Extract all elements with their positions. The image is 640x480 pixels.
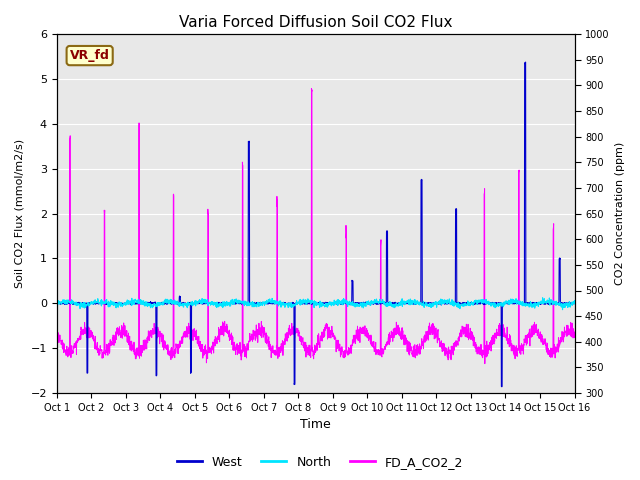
North xyxy=(525,301,532,307)
Text: VR_fd: VR_fd xyxy=(70,49,109,62)
North xyxy=(330,297,338,303)
Line: West: West xyxy=(57,62,575,387)
Line: North: North xyxy=(57,298,575,310)
West xyxy=(522,59,529,65)
FD_A_CO2_2 xyxy=(197,342,205,348)
North xyxy=(571,298,579,303)
North xyxy=(197,299,205,304)
Legend: West, North, FD_A_CO2_2: West, North, FD_A_CO2_2 xyxy=(172,451,468,474)
FD_A_CO2_2 xyxy=(466,336,474,341)
North xyxy=(342,299,349,305)
West xyxy=(197,300,205,306)
Y-axis label: Soil CO2 Flux (mmol/m2/s): Soil CO2 Flux (mmol/m2/s) xyxy=(15,139,25,288)
Y-axis label: CO2 Concentration (ppm): CO2 Concentration (ppm) xyxy=(615,142,625,285)
FD_A_CO2_2 xyxy=(540,340,547,346)
West xyxy=(571,300,579,306)
Title: Varia Forced Diffusion Soil CO2 Flux: Varia Forced Diffusion Soil CO2 Flux xyxy=(179,15,452,30)
North xyxy=(466,300,474,306)
West xyxy=(342,301,349,307)
West xyxy=(525,300,533,305)
FD_A_CO2_2 xyxy=(571,334,579,339)
North xyxy=(53,300,61,306)
North xyxy=(539,295,547,300)
X-axis label: Time: Time xyxy=(300,419,331,432)
Line: FD_A_CO2_2: FD_A_CO2_2 xyxy=(57,88,575,364)
FD_A_CO2_2 xyxy=(525,330,533,336)
West xyxy=(330,300,338,306)
FD_A_CO2_2 xyxy=(53,327,61,333)
North xyxy=(540,299,547,304)
FD_A_CO2_2 xyxy=(308,85,316,91)
West xyxy=(466,301,474,307)
North xyxy=(559,307,566,312)
FD_A_CO2_2 xyxy=(342,346,349,352)
FD_A_CO2_2 xyxy=(481,361,489,367)
West xyxy=(498,384,506,390)
FD_A_CO2_2 xyxy=(331,336,339,342)
West xyxy=(53,300,61,306)
West xyxy=(540,301,547,307)
